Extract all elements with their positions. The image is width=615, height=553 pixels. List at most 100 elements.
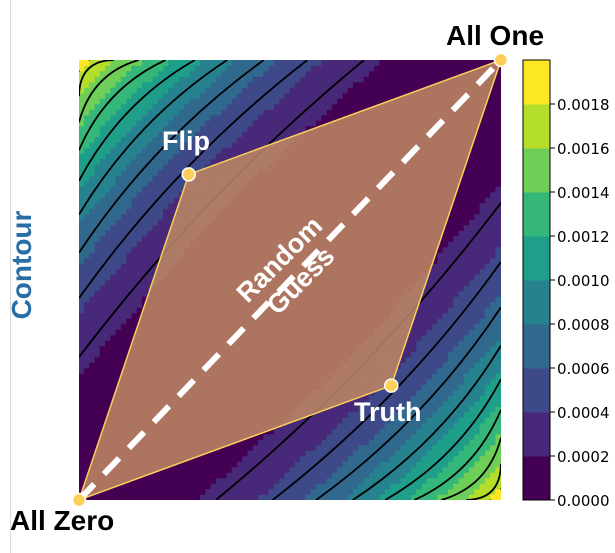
contour-cell — [89, 158, 96, 165]
contour-cell — [83, 103, 90, 110]
contour-cell — [120, 153, 127, 160]
contour-cell — [289, 450, 296, 457]
contour-cell — [152, 109, 159, 116]
contour-cell — [305, 65, 312, 72]
contour-cell — [126, 109, 133, 116]
contour-cell — [400, 472, 407, 479]
contour-cell — [300, 461, 307, 468]
contour-cell — [279, 477, 286, 484]
contour-cell — [89, 257, 96, 264]
contour-cell — [247, 450, 254, 457]
contour-cell — [152, 252, 159, 259]
contour-cell — [284, 125, 291, 132]
contour-cell — [126, 241, 133, 248]
contour-cell — [89, 356, 96, 363]
contour-cell — [79, 120, 85, 127]
contour-cell — [152, 70, 159, 77]
contour-cell — [110, 340, 117, 347]
contour-cell — [94, 87, 101, 94]
contour-cell — [358, 444, 365, 451]
contour-cell — [99, 389, 106, 396]
contour-cell — [294, 76, 301, 83]
contour-cell — [136, 76, 143, 83]
contour-cell — [99, 384, 106, 391]
contour-cell — [300, 92, 307, 99]
contour-cell — [321, 103, 328, 110]
contour-cell — [94, 356, 101, 363]
contour-cell — [263, 120, 270, 127]
contour-cell — [215, 81, 222, 88]
contour-cell — [337, 81, 344, 88]
contour-cell — [173, 197, 180, 204]
contour-cell — [131, 186, 138, 193]
contour-cell — [115, 103, 122, 110]
contour-cell — [331, 439, 338, 446]
contour-cell — [379, 466, 386, 473]
contour-cell — [152, 235, 159, 242]
contour-cell — [163, 494, 169, 500]
contour-cell — [142, 208, 148, 215]
contour-cell — [389, 422, 396, 429]
contour-cell — [94, 417, 101, 424]
contour-cell — [231, 114, 238, 121]
contour-cell — [136, 125, 143, 132]
contour-cell — [110, 268, 117, 275]
contour-cell — [210, 136, 217, 143]
contour-cell — [94, 120, 101, 127]
contour-cell — [142, 224, 148, 231]
contour-cell — [110, 60, 117, 66]
contour-cell — [389, 488, 396, 495]
contour-cell — [342, 455, 349, 462]
contour-cell — [194, 131, 201, 138]
contour-cell — [152, 230, 159, 237]
contour-cell — [405, 439, 412, 446]
contour-cell — [157, 219, 164, 226]
contour-cell — [105, 323, 111, 330]
contour-cell — [99, 60, 106, 66]
contour-cell — [384, 461, 391, 468]
contour-cell — [163, 466, 169, 473]
contour-cell — [157, 70, 164, 77]
contour-cell — [258, 98, 264, 105]
contour-cell — [215, 131, 222, 138]
contour-cell — [168, 488, 175, 495]
contour-cell — [310, 488, 317, 495]
contour-cell — [215, 60, 222, 66]
contour-cell — [83, 422, 90, 429]
contour-cell — [131, 197, 138, 204]
contour-cell — [126, 197, 133, 204]
contour-cell — [99, 81, 106, 88]
contour-cell — [231, 477, 238, 484]
contour-cell — [89, 125, 96, 132]
contour-cell — [120, 76, 127, 83]
contour-cell — [147, 98, 154, 105]
contour-cell — [316, 87, 322, 94]
contour-cell — [142, 197, 148, 204]
contour-cell — [353, 65, 359, 72]
contour-cell — [268, 444, 275, 451]
contour-cell — [326, 114, 333, 121]
contour-cell — [294, 103, 301, 110]
contour-cell — [168, 477, 175, 484]
contour-cell — [79, 450, 85, 457]
contour-cell — [152, 103, 159, 110]
contour-cell — [152, 477, 159, 484]
contour-cell — [178, 175, 185, 182]
contour-cell — [215, 114, 222, 121]
contour-cell — [205, 76, 212, 83]
contour-cell — [126, 158, 133, 165]
contour-cell — [110, 114, 117, 121]
contour-cell — [258, 433, 264, 440]
contour-cell — [94, 98, 101, 105]
contour-cell — [337, 109, 344, 116]
contour-cell — [279, 494, 286, 500]
contour-cell — [157, 76, 164, 83]
contour-cell — [184, 494, 191, 500]
contour-cell — [120, 252, 127, 259]
contour-cell — [79, 60, 85, 66]
contour-cell — [384, 450, 391, 457]
contour-cell — [331, 494, 338, 500]
contour-cell — [358, 428, 365, 435]
contour-cell — [405, 411, 412, 418]
contour-cell — [258, 477, 264, 484]
